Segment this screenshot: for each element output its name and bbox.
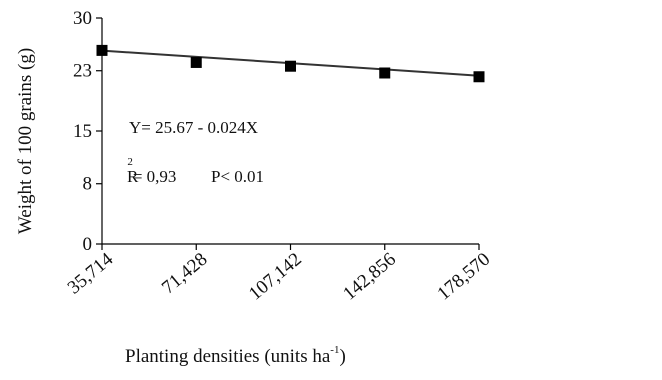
p-value-annotation: P< 0.01 [211, 167, 264, 186]
y-tick-label: 8 [83, 174, 93, 195]
data-point [473, 71, 485, 83]
x-tick-label: 107,142 [245, 249, 306, 305]
x-axis-title: Planting densities (units ha-1) [125, 344, 346, 367]
r-superscript: 2 [127, 156, 133, 168]
x-tick-label: 178,570 [433, 249, 494, 305]
data-point [379, 67, 391, 79]
x-axis-title-superscript: -1 [330, 344, 339, 356]
x-tick-label: 71,428 [158, 249, 212, 299]
x-tick-label: 35,714 [64, 248, 118, 298]
x-axis-title-main: Planting densities (units ha [125, 346, 331, 367]
y-tick-label: 23 [73, 61, 92, 82]
data-point [96, 44, 108, 56]
y-tick-label: 0 [83, 234, 93, 255]
y-tick-label: 30 [73, 8, 92, 29]
data-points [96, 44, 485, 83]
r-label: R [127, 167, 139, 186]
r-value: = 0,93 [133, 167, 177, 186]
data-point [285, 60, 296, 72]
x-axis-title-suffix: ) [339, 346, 345, 367]
data-point [190, 56, 202, 68]
r-squared-annotation: R2= 0,93 [127, 156, 176, 186]
y-tick-label: 15 [73, 121, 92, 142]
x-tick-label: 142,856 [339, 249, 400, 305]
regression-equation: Y= 25.67 - 0.024X [129, 118, 258, 137]
y-axis-title: Weight of 100 grains (g) [15, 48, 36, 234]
